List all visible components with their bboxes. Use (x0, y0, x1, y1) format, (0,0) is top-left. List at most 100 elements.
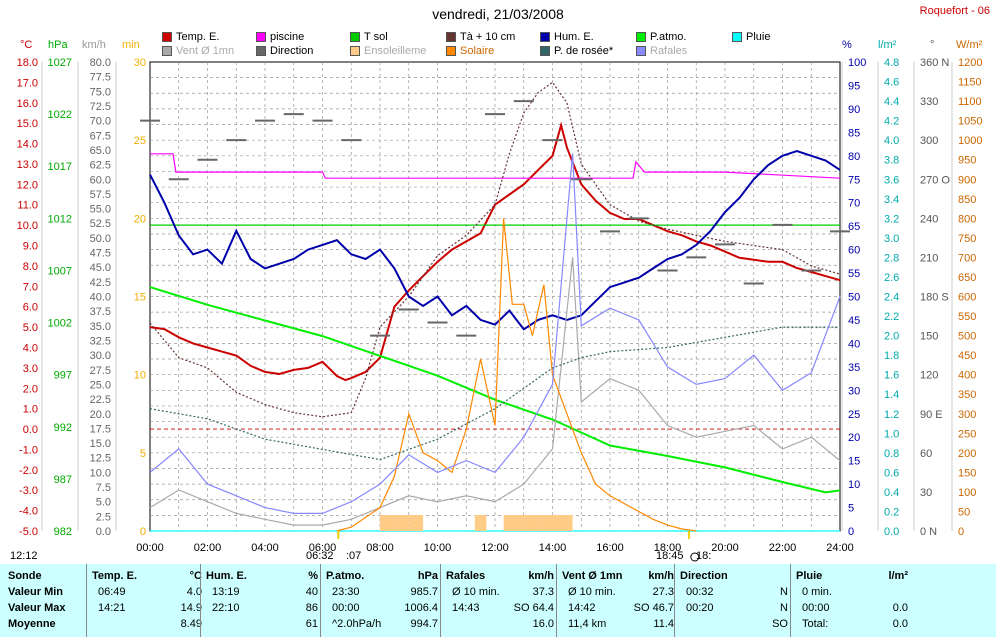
stats-cell-time: ^2.0hPa/h (332, 618, 382, 630)
axis-tick-temp: 12.0 (17, 179, 38, 191)
x-tick-label: 24:00 (826, 542, 854, 554)
axis-tick-wind: 32.5 (90, 335, 111, 347)
axis-tick-minutes: 0 (140, 526, 146, 538)
axis-tick-wind: 0.0 (96, 526, 111, 538)
stats-cell-value: 1006.4 (404, 602, 438, 614)
axis-tick-solar: 850 (958, 194, 976, 206)
axis-tick-temp: 17.0 (17, 77, 38, 89)
axis-tick-solar: 100 (958, 487, 976, 499)
axis-tick-wind: 62.5 (90, 160, 111, 172)
series-ensoleilleme-bar (538, 515, 553, 531)
axis-tick-press: 1027 (48, 57, 72, 69)
legend-item: P. de rosée* (540, 45, 613, 57)
stats-cell-time: 22:10 (212, 602, 240, 614)
legend-swatch (636, 46, 646, 56)
axis-tick-rain: 3.8 (884, 155, 899, 167)
axis-tick-rain: 0.2 (884, 506, 899, 518)
axis-tick-temp: 8.0 (23, 261, 38, 273)
legend-label: Rafales (650, 45, 688, 57)
axis-tick-temp: -4.0 (19, 506, 38, 518)
axis-tick-press: 1022 (48, 109, 72, 121)
stats-cell-time: 06:49 (98, 586, 126, 598)
axis-tick-temp: 14.0 (17, 139, 38, 151)
weather-chart: 18.0 17.0 16.0 15.0 14.0 13.0 12.0 11.0 10.0 9.0 8… (17, 57, 982, 562)
stats-cell-time: 14:43 (452, 602, 480, 614)
stats-column-separator (86, 564, 87, 637)
axis-tick-solar: 500 (958, 331, 976, 343)
axis-tick-solar: 1200 (958, 57, 982, 69)
stats-cell-value: N (780, 586, 788, 598)
stats-cell-time: 00:20 (686, 602, 714, 614)
axis-tick-wind: 12.5 (90, 453, 111, 465)
stats-cell-value: 61 (305, 618, 318, 630)
stats-cell-value: 27.3 (652, 586, 674, 598)
axis-tick-rain: 4.6 (884, 77, 899, 89)
x-tick-label: 02:00 (194, 542, 222, 554)
axis-tick-humidity: 85 (848, 127, 860, 139)
stats-cell-value: 37.3 (532, 586, 554, 598)
axis-tick-minutes: 20 (134, 213, 146, 225)
stats-cell-value: 985.7 (410, 586, 438, 598)
axis-tick-rain: 1.8 (884, 350, 899, 362)
x-tick-label: 00:00 (136, 542, 164, 554)
legend-label: Solaire (460, 45, 495, 57)
axis-tick-direction: 330 (920, 96, 938, 108)
axis-title: ° (930, 39, 935, 51)
axis-tick-wind: 7.5 (96, 482, 111, 494)
stats-column: Direction 00:32 N 00:20 N SO (680, 564, 788, 637)
axis-tick-wind: 2.5 (96, 511, 111, 523)
axis-tick-solar: 200 (958, 448, 976, 460)
stats-cell-time: Ø 10 min. (568, 586, 616, 598)
axis-tick-press: 992 (54, 422, 72, 434)
x-tick-label: 18:00 (654, 542, 682, 554)
axis-tick-direction: 240 (920, 213, 938, 225)
axis-tick-rain: 0.4 (884, 487, 899, 499)
legend-item: Hum. E. (540, 31, 594, 43)
stats-cell-value: 994.7 (410, 618, 438, 630)
legend-item: Temp. E. (162, 31, 219, 43)
legend-swatch (350, 32, 360, 42)
axis-tick-rain: 2.2 (884, 311, 899, 323)
legend-item: Vent Ø 1mn (162, 45, 234, 57)
stats-cell-value: SO (772, 618, 788, 630)
series-ensoleilleme-bar (552, 515, 573, 531)
axis-tick-solar: 250 (958, 428, 976, 440)
legend-swatch (350, 46, 360, 56)
series-ensoleilleme-bar (523, 515, 539, 531)
legend-label: Tà + 10 cm (460, 31, 516, 43)
axis-tick-humidity: 55 (848, 268, 860, 280)
axis-tick-wind: 27.5 (90, 365, 111, 377)
series-ensoleilleme-bar (408, 515, 424, 531)
axis-tick-minutes: 5 (140, 448, 146, 460)
axis-tick-humidity: 30 (848, 385, 860, 397)
x-tick-label: 22:00 (769, 542, 797, 554)
axis-tick-direction: 270 O (920, 174, 950, 186)
axis-tick-humidity: 5 (848, 503, 854, 515)
stats-column-separator (440, 564, 441, 637)
stats-column-separator (320, 564, 321, 637)
station-name: Roquefort - 06 (919, 5, 990, 17)
axis-title: km/h (82, 39, 106, 51)
axis-tick-temp: -5.0 (19, 526, 38, 538)
stats-column-unit: °C (189, 570, 202, 582)
axis-tick-solar: 650 (958, 272, 976, 284)
axis-tick-wind: 77.5 (90, 72, 111, 84)
legend-label: piscine (270, 31, 305, 43)
axis-tick-temp: 2.0 (23, 383, 38, 395)
stats-column-unit: km/h (528, 570, 554, 582)
axis-tick-wind: 80.0 (90, 57, 111, 69)
series-ensoleilleme-bar (394, 515, 409, 531)
stats-cell-time: 00:00 (802, 602, 830, 614)
stats-cell-time: 23:30 (332, 586, 360, 598)
axis-tick-humidity: 60 (848, 245, 860, 257)
axis-tick-solar: 750 (958, 233, 976, 245)
series-rafales (149, 153, 841, 514)
legend-swatch (162, 32, 172, 42)
stats-row-label: Valeur Min (8, 586, 64, 598)
legend-item: P.atmo. (636, 31, 687, 43)
axis-tick-rain: 4.4 (884, 96, 899, 108)
stats-cell-value: 8.49 (180, 618, 202, 630)
stats-column: Rafales km/h Ø 10 min. 37.3 14:43 SO 64.4 16.0 (446, 564, 554, 637)
axis-tick-wind: 35.0 (90, 321, 111, 333)
series-ensoleilleme-bar (380, 515, 395, 531)
